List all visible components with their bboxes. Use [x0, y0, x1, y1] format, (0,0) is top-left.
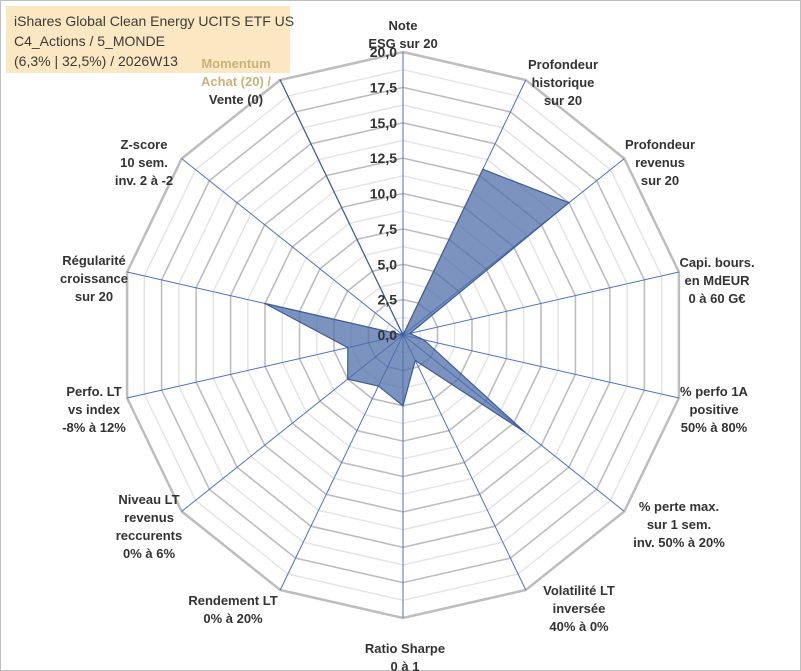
axis-label-line: sur 20 — [544, 93, 582, 108]
axis-label-line: inversée — [553, 601, 606, 616]
axis-label-line: 10 sem. — [120, 155, 168, 170]
tick-label: 10,0 — [370, 186, 397, 202]
radar-spoke — [402, 334, 527, 591]
series-point — [523, 431, 526, 433]
axis-label-2: Profondeur historique sur 20 — [528, 57, 598, 108]
axis-label-line: Rendement LT — [188, 593, 277, 608]
axis-label-line: Perfo. LT — [66, 384, 121, 399]
axis-label-line: vs index — [68, 402, 121, 417]
radar-spoke — [181, 158, 404, 336]
radar-spoke — [402, 334, 680, 399]
tick-label: 5,0 — [378, 256, 398, 272]
axis-label-4: Capi. bours. en MdEUR 0 à 60 G€ — [679, 255, 754, 306]
radar-series — [264, 79, 571, 433]
tick-label: 20,0 — [370, 44, 397, 60]
axis-label-line: Volatilité LT — [543, 583, 615, 598]
axis-label-line: -8% à 12% — [62, 420, 126, 435]
axis-label-line: 40% à 0% — [549, 619, 609, 634]
series-point — [409, 332, 411, 335]
axis-label-line: inv. 2 à -2 — [115, 173, 173, 188]
chart-title-line-3: (6,3% | 32,5%) / 2026W13 — [14, 53, 178, 69]
axis-label-7: Volatilité LT inversée 40% à 0% — [543, 583, 615, 634]
series-point — [402, 405, 404, 407]
radar-tick-labels: 0,0 2,5 5,0 7,5 10,0 12,5 15,0 17,5 20,0 — [370, 44, 397, 343]
axis-label-line: % perfo 1A — [680, 384, 749, 399]
chart-title-line-2: C4_Actions / 5_MONDE — [14, 33, 165, 49]
axis-label-line: 0% à 6% — [123, 546, 175, 561]
tick-label: 2,5 — [378, 292, 398, 308]
axis-label-line: inv. 50% à 20% — [633, 535, 725, 550]
axis-label-line: en MdEUR — [685, 273, 751, 288]
axis-label-line: 0 à 60 G€ — [688, 291, 745, 306]
tick-label: 12,5 — [370, 150, 397, 166]
axis-label-line: Profondeur — [625, 137, 695, 152]
axis-label-line: Achat (20) / — [201, 74, 271, 89]
axis-label-12: Régularité croissance sur 20 — [60, 253, 128, 304]
axis-label-9: Rendement LT 0% à 20% — [188, 593, 277, 626]
axis-label-6: % perte max. sur 1 sem. inv. 50% à 20% — [633, 499, 725, 550]
axis-label-1: Note ESG sur 20 — [368, 18, 437, 51]
axis-label-line: Note — [389, 18, 418, 33]
axis-label-line: Profondeur — [528, 57, 598, 72]
radar-spoke — [402, 271, 680, 336]
axis-label-line: sur 1 sem. — [647, 517, 711, 532]
series-point — [264, 302, 266, 305]
axis-label-line: 50% à 80% — [681, 420, 748, 435]
axis-label-line: revenus — [124, 510, 174, 525]
axis-label-line: % perte max. — [639, 499, 719, 514]
axis-label-line: historique — [532, 75, 595, 90]
axis-label-line: sur 20 — [641, 173, 679, 188]
tick-label: 17,5 — [370, 79, 397, 95]
tick-label: 15,0 — [370, 115, 397, 131]
tick-label: 0,0 — [378, 327, 398, 343]
axis-label-5: % perfo 1A positive 50% à 80% — [680, 384, 749, 435]
axis-label-line: sur 20 — [75, 289, 113, 304]
series-point — [422, 338, 425, 341]
series-point — [346, 378, 349, 380]
axis-label-line: Ratio Sharpe — [365, 641, 445, 656]
axis-label-line: 0% à 20% — [203, 611, 263, 626]
axis-label-line: ESG sur 20 — [368, 36, 437, 51]
axis-label-line: 0 à 1 — [391, 659, 420, 671]
axis-label-line: Vente (0) — [209, 92, 263, 107]
axis-label-line: Capi. bours. — [679, 255, 754, 270]
axis-label-line: croissance — [60, 271, 128, 286]
axis-label-13: Z-score 10 sem. inv. 2 à -2 — [115, 137, 173, 188]
axis-label-line: Z-score — [121, 137, 168, 152]
tick-label: 7,5 — [378, 221, 398, 237]
axis-label-10: Niveau LT revenus reccurents 0% à 6% — [116, 492, 182, 561]
chart-title-box: iShares Global Clean Energy UCITS ETF US… — [6, 6, 294, 73]
series-point — [414, 359, 417, 362]
series-point — [279, 79, 282, 81]
axis-label-line: Niveau LT — [118, 492, 179, 507]
series-point — [377, 385, 380, 387]
series-point — [482, 168, 484, 171]
axis-label-line: positive — [689, 402, 738, 417]
axis-label-line: revenus — [635, 155, 685, 170]
axis-label-line: Momentum — [201, 56, 270, 71]
axis-label-11: Perfo. LT vs index -8% à 12% — [62, 384, 126, 435]
axis-label-8: Ratio Sharpe 0 à 1 — [365, 641, 445, 671]
series-point — [347, 346, 349, 349]
axis-label-3: Profondeur revenus sur 20 — [625, 137, 695, 188]
series-point — [402, 334, 404, 336]
chart-title-line-1: iShares Global Clean Energy UCITS ETF US — [14, 13, 295, 29]
axis-label-14: Momentum Achat (20) / Vente (0) — [201, 56, 271, 107]
series-point — [568, 201, 570, 204]
axis-label-line: Régularité — [62, 253, 126, 268]
axis-label-line: reccurents — [116, 528, 182, 543]
radar-axis-labels: Note ESG sur 20 Profondeur historique sur 20… — [60, 18, 755, 671]
series-area — [264, 79, 571, 433]
